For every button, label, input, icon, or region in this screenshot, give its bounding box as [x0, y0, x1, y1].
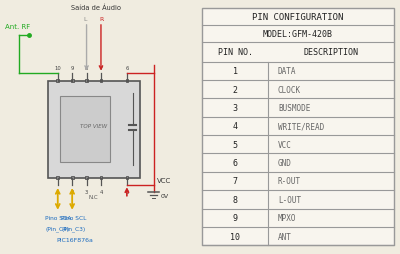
Text: 2: 2: [70, 189, 74, 195]
Bar: [60, 97, 110, 163]
Text: 8: 8: [232, 195, 238, 204]
Text: 3: 3: [85, 189, 88, 195]
Bar: [56, 176, 59, 180]
Bar: [85, 80, 88, 83]
Text: 10: 10: [54, 66, 61, 71]
Text: L-OUT: L-OUT: [278, 195, 301, 204]
Text: 2: 2: [232, 85, 238, 94]
Text: R: R: [100, 17, 104, 22]
Text: MODEL:GFM-420B: MODEL:GFM-420B: [263, 30, 333, 39]
Text: L: L: [84, 17, 87, 22]
Text: (Pin_C4): (Pin_C4): [46, 225, 70, 231]
Text: PIN NO.: PIN NO.: [218, 48, 252, 57]
Text: 9: 9: [232, 213, 238, 222]
Bar: [71, 80, 74, 83]
Text: 0V: 0V: [160, 193, 169, 198]
Bar: [85, 176, 88, 180]
Text: TOP VIEW: TOP VIEW: [80, 123, 107, 128]
Text: 5: 5: [232, 140, 238, 149]
Bar: [126, 80, 128, 83]
Bar: [100, 80, 102, 83]
Text: PIN CONFIGURATION: PIN CONFIGURATION: [252, 13, 344, 22]
Bar: [100, 176, 102, 180]
Text: N.C: N.C: [89, 194, 98, 199]
Text: ANT: ANT: [278, 232, 292, 241]
Text: VCC: VCC: [278, 140, 292, 149]
Text: CLOCK: CLOCK: [278, 85, 301, 94]
Text: R-OUT: R-OUT: [278, 177, 301, 186]
Text: MPXO: MPXO: [278, 213, 296, 222]
Bar: [48, 81, 140, 178]
Text: GND: GND: [278, 158, 292, 167]
Bar: [126, 176, 128, 180]
Text: 3: 3: [232, 104, 238, 113]
Text: 7: 7: [99, 66, 103, 71]
Text: DATA: DATA: [278, 67, 296, 76]
Text: 4: 4: [232, 122, 238, 131]
Text: Pino SDA: Pino SDA: [44, 215, 71, 220]
Text: 4: 4: [99, 189, 103, 195]
Text: PIC16F876a: PIC16F876a: [56, 237, 93, 242]
Bar: [56, 80, 59, 83]
Text: Pino SCL: Pino SCL: [61, 215, 87, 220]
Text: DESCRIPTION: DESCRIPTION: [304, 48, 358, 57]
Text: Saída de Áudio: Saída de Áudio: [71, 5, 121, 11]
Text: 9: 9: [70, 66, 74, 71]
Text: Ant. RF: Ant. RF: [5, 24, 30, 30]
Text: 5: 5: [125, 189, 128, 195]
Text: 1: 1: [56, 189, 60, 195]
Text: 8: 8: [85, 66, 88, 71]
Text: 7: 7: [232, 177, 238, 186]
Text: VCC: VCC: [157, 178, 171, 184]
Bar: [71, 176, 74, 180]
Text: 10: 10: [230, 232, 240, 241]
Text: 1: 1: [232, 67, 238, 76]
Text: BUSMODE: BUSMODE: [278, 104, 310, 113]
Text: (Pin_C3): (Pin_C3): [62, 225, 86, 231]
Text: 6: 6: [125, 66, 128, 71]
Text: 6: 6: [232, 158, 238, 167]
Text: WRITE/READ: WRITE/READ: [278, 122, 324, 131]
